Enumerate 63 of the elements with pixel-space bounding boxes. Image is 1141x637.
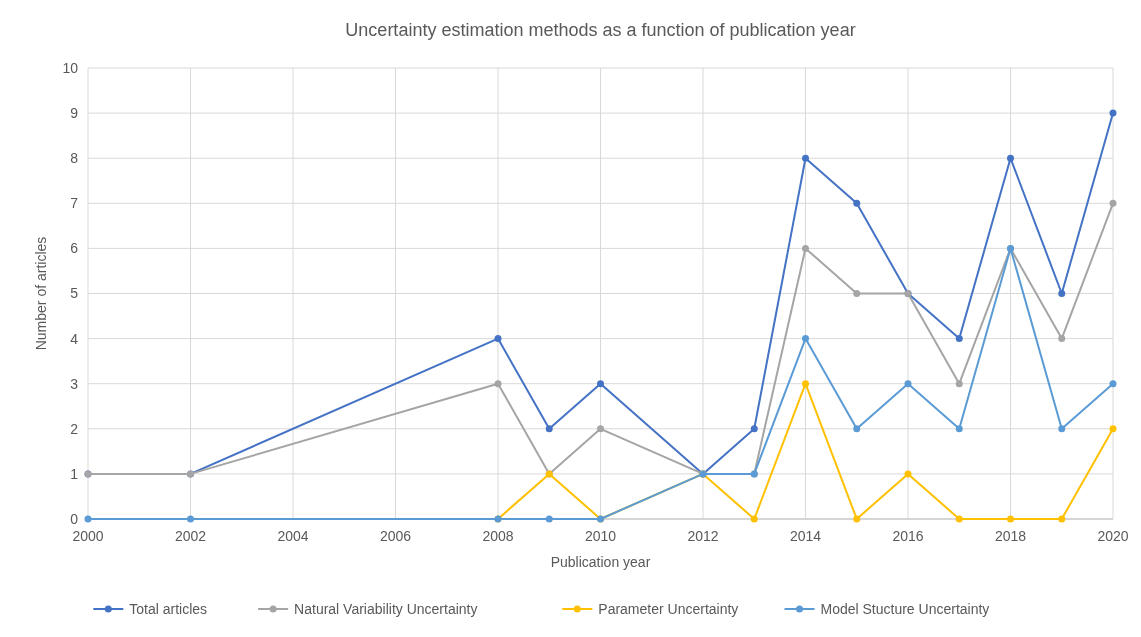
point xyxy=(802,244,809,252)
point xyxy=(597,425,604,433)
y-tick-label: 3 xyxy=(70,375,79,392)
point xyxy=(1109,380,1117,388)
y-tick-label: 1 xyxy=(70,465,79,482)
point xyxy=(955,515,963,523)
point xyxy=(750,515,758,523)
point xyxy=(802,154,809,162)
y-tick-label: 9 xyxy=(70,105,79,121)
point xyxy=(1109,425,1117,433)
x-tick-label: 2014 xyxy=(789,528,822,544)
y-tick-label: 8 xyxy=(70,150,79,167)
point xyxy=(545,515,553,523)
y-tick-label: 4 xyxy=(70,330,79,347)
point xyxy=(84,515,92,523)
point xyxy=(904,380,912,388)
x-tick-label: 2002 xyxy=(174,528,207,544)
legend-label: Natural Variability Uncertainty xyxy=(294,600,478,617)
point xyxy=(545,425,553,433)
x-tick-label: 2016 xyxy=(892,528,924,544)
y-tick-label: 10 xyxy=(62,59,79,76)
point xyxy=(853,290,861,297)
point xyxy=(802,380,809,388)
legend-label: Model Stucture Uncertainty xyxy=(820,600,990,617)
point xyxy=(1058,335,1066,343)
y-tick-label: 5 xyxy=(70,285,79,302)
point xyxy=(904,470,912,478)
point xyxy=(494,380,502,388)
point xyxy=(187,515,194,523)
point xyxy=(1109,109,1117,117)
legend-label: Total articles xyxy=(129,600,208,617)
x-tick-label: 2012 xyxy=(687,528,719,544)
y-tick-label: 6 xyxy=(70,240,79,257)
x-axis-title: Publication year xyxy=(550,554,651,570)
point xyxy=(853,199,861,207)
point xyxy=(597,380,604,388)
point xyxy=(1109,199,1117,207)
point xyxy=(1058,515,1066,523)
point xyxy=(494,335,502,343)
y-tick-label: 2 xyxy=(70,420,79,437)
x-tick-label: 2006 xyxy=(379,528,412,544)
point xyxy=(750,425,758,433)
x-tick-label: 2010 xyxy=(584,528,617,544)
x-tick-label: 2004 xyxy=(277,528,309,544)
point xyxy=(853,425,861,433)
x-tick-label: 2008 xyxy=(482,528,514,544)
point xyxy=(955,335,963,343)
point xyxy=(1007,154,1014,162)
legend-label: Parameter Uncertainty xyxy=(598,600,739,617)
y-tick-label: 7 xyxy=(70,195,79,212)
point xyxy=(802,335,809,343)
x-tick-label: 2020 xyxy=(1097,528,1129,544)
x-tick-label: 2000 xyxy=(72,528,104,544)
point xyxy=(853,515,861,523)
point xyxy=(1007,515,1014,523)
point xyxy=(1058,425,1066,433)
point xyxy=(955,380,963,388)
x-tick-label: 2018 xyxy=(994,528,1027,544)
chart-title: Uncertainty estimation methods as a function of publication year xyxy=(345,20,856,40)
point xyxy=(1058,290,1066,297)
point xyxy=(955,425,963,433)
y-axis-title: Number of articles xyxy=(33,236,49,351)
y-tick-label: 0 xyxy=(70,510,79,527)
